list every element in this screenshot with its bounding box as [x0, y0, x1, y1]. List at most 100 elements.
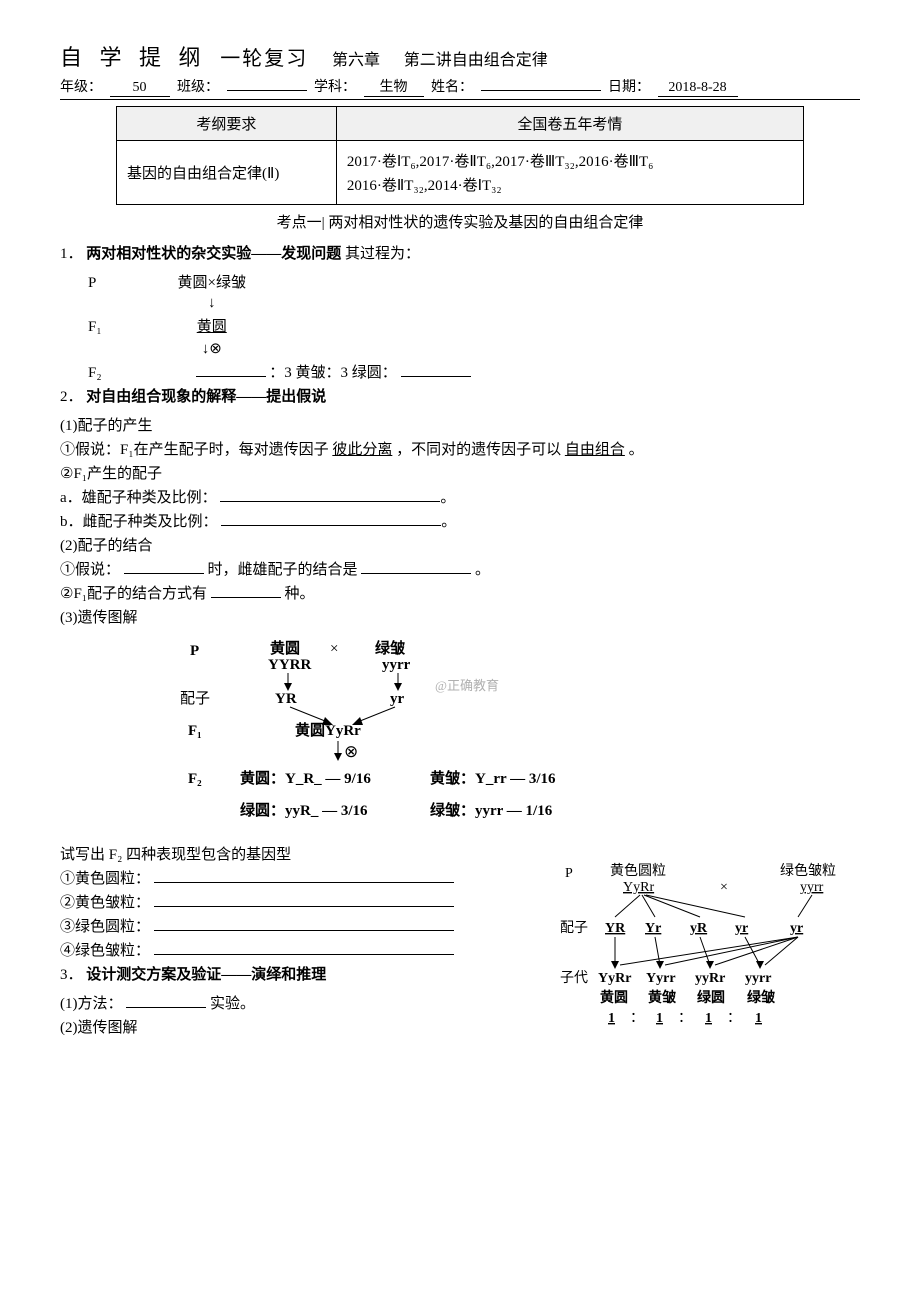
date-label: 日期：: [608, 80, 650, 95]
d-f1t: 黄圆YyRr: [295, 721, 361, 739]
section-1: 1． 两对相对性状的杂交实验——发现问题 其过程为：: [60, 242, 860, 263]
title-chapter: 第六章: [332, 52, 380, 69]
tc-ph3: 绿圆: [697, 989, 725, 1006]
s2-p1-1-mid: ，不同对的遗传因子可以: [396, 442, 561, 458]
p-label: P: [88, 275, 128, 292]
tc-g1: YR: [605, 921, 626, 936]
f1-label: F₁: [88, 319, 128, 336]
d-f1: F₁: [188, 723, 202, 739]
testcross-diagram: P 黄色圆粒 绿色皱粒 YyRr × yyrr 配子 YR Yr yR yr y…: [560, 857, 860, 1047]
tc-o3: yyRr: [695, 971, 725, 986]
blank-q1: [154, 868, 454, 883]
grade-value: 50: [110, 80, 170, 97]
tc-o2: Yyrr: [646, 971, 676, 986]
d-plg: YYRR: [268, 657, 311, 673]
f2-label: F₂: [88, 365, 128, 382]
d-f2-4: 绿皱：yyrr — 1/16: [430, 801, 553, 819]
s2-p2-1-pre: ①假说：: [60, 562, 120, 578]
blank-ways: [211, 583, 281, 598]
meta-line: 年级： 50 班级： 学科： 生物 姓名： 日期： 2018-8-28: [60, 76, 860, 100]
tc-c3: ：: [727, 1011, 741, 1026]
cross-diagram-1: P 黄圆×绿皱 ↓ F₁ 黄圆 ↓⊗ F₂ ：3 黄皱：3 绿圆：: [88, 271, 860, 382]
s2-p2-2: ②F₁配子的结合方式有 种。: [60, 582, 860, 603]
title-main: 自 学 提 纲: [60, 45, 207, 70]
blank-when: [124, 559, 204, 574]
s2-p2-1: ①假说： 时，雌雄配子的结合是 。: [60, 558, 860, 579]
name-label: 姓名：: [431, 80, 473, 95]
years-line-2: 2016·卷ⅡT₃₂,2014·卷ⅠT₃₂: [347, 174, 793, 195]
tc-g4: yr: [735, 921, 748, 936]
d-prg: yyrr: [382, 657, 411, 673]
th-years: 全国卷五年考情: [336, 107, 803, 141]
blank-q2: [154, 892, 454, 907]
s2-p1-a-label: a．雄配子种类及比例：: [60, 490, 217, 506]
tc-prg: yyrr: [800, 880, 824, 895]
s2-p2-2-end: 种。: [285, 586, 315, 602]
s1-title: 两对相对性状的杂交实验——发现问题: [86, 246, 341, 262]
tc-ph2: 黄皱: [648, 989, 677, 1006]
years-line-1: 2017·卷ⅠT₆,2017·卷ⅡT₆,2017·卷ⅢT₃₂,2016·卷ⅢT₆: [347, 150, 793, 171]
watermark-text: @正确教育: [435, 678, 499, 693]
d-pl: 黄圆: [270, 639, 300, 657]
d-gr: yr: [390, 691, 405, 707]
s2-q3-label: ③绿色圆粒：: [60, 919, 150, 935]
f2-mid: ：3 黄皱：3 绿圆：: [269, 365, 397, 381]
s1-num: 1．: [60, 246, 83, 262]
class-label: 班级：: [177, 80, 219, 95]
table-row: 考纲要求 全国卷五年考情: [117, 107, 804, 141]
title-section: 第二讲自由组合定律: [404, 52, 548, 69]
tc-r1: 1: [608, 1011, 615, 1026]
subject-label: 学科：: [314, 80, 356, 95]
blank-method: [126, 993, 206, 1008]
d-f2-2: 黄皱：Y_rr — 3/16: [430, 769, 556, 787]
grade-label: 年级：: [60, 80, 102, 95]
s2-q2-label: ②黄色皱粒：: [60, 895, 150, 911]
d-pr: 绿皱: [375, 639, 406, 657]
s2-p2-1-end: 。: [475, 562, 490, 578]
p-text: 黄圆×绿皱: [132, 271, 292, 292]
s2-p1-1-pre: ①假说：F₁在产生配子时，每对遗传因子: [60, 442, 329, 458]
f2-blank-2: [401, 362, 471, 377]
d-f2-1: 黄圆：Y_R_ — 9/16: [240, 769, 371, 787]
s2-p1-b: b．雌配子种类及比例： 。: [60, 510, 860, 531]
s2-num: 2．: [60, 389, 83, 405]
d-f2: F₂: [188, 771, 202, 787]
tc-pl: 黄色圆粒: [610, 862, 666, 879]
s2-p1-1-end: 。: [629, 442, 644, 458]
f1-text: 黄圆: [132, 315, 292, 336]
s1-tail: 其过程为：: [345, 246, 420, 262]
arrow-down-icon: ↓: [132, 295, 292, 312]
tc-pr: 绿色皱粒: [780, 862, 836, 879]
name-value: [481, 90, 601, 91]
date-value: 2018-8-28: [658, 80, 738, 97]
blank-male-gametes: [220, 487, 440, 502]
s2-p1-2: ②F₁产生的配子: [60, 462, 860, 483]
s2-p1-label: (1)配子的产生: [60, 414, 860, 435]
d-gl: YR: [275, 691, 297, 707]
self-cross-icon: ⊗: [344, 742, 358, 761]
s2-p2-2-pre: ②F₁配子的结合方式有: [60, 586, 207, 602]
tc-r3: 1: [705, 1011, 712, 1026]
s2-p1-1-u2: 自由组合: [565, 442, 625, 458]
s2-p2-1-mid: 时，雌雄配子的结合是: [208, 562, 358, 578]
s2-p1-1: ①假说：F₁在产生配子时，每对遗传因子 彼此分离 ，不同对的遗传因子可以 自由组…: [60, 438, 860, 459]
s3-num: 3．: [60, 967, 83, 983]
s2-p1-b-label: b．雌配子种类及比例：: [60, 514, 218, 530]
d-gamete: 配子: [180, 690, 210, 707]
s2-p2-label: (2)配子的结合: [60, 534, 860, 555]
exam-table: 考纲要求 全国卷五年考情 基因的自由组合定律(Ⅱ) 2017·卷ⅠT₆,2017…: [116, 106, 804, 205]
tc-g5: yr: [790, 921, 803, 936]
kaodian-heading: 考点一| 两对相对性状的遗传实验及基因的自由组合定律: [60, 211, 860, 232]
blank-q4: [154, 940, 454, 955]
table-row: 基因的自由组合定律(Ⅱ) 2017·卷ⅠT₆,2017·卷ⅡT₆,2017·卷Ⅲ…: [117, 141, 804, 205]
s2-q4-label: ④绿色皱粒：: [60, 943, 150, 959]
subject-value: 生物: [364, 76, 424, 97]
s2-p1-a: a．雄配子种类及比例： 。: [60, 486, 860, 507]
s2-q1-label: ①黄色圆粒：: [60, 871, 150, 887]
tc-ph1: 黄圆: [600, 989, 628, 1006]
tc-off: 子代: [560, 970, 588, 986]
s2-title: 对自由组合现象的解释——提出假说: [86, 389, 326, 405]
blank-combine: [361, 559, 471, 574]
s3-l1-pre: (1)方法：: [60, 996, 123, 1012]
blank-female-gametes: [221, 511, 441, 526]
